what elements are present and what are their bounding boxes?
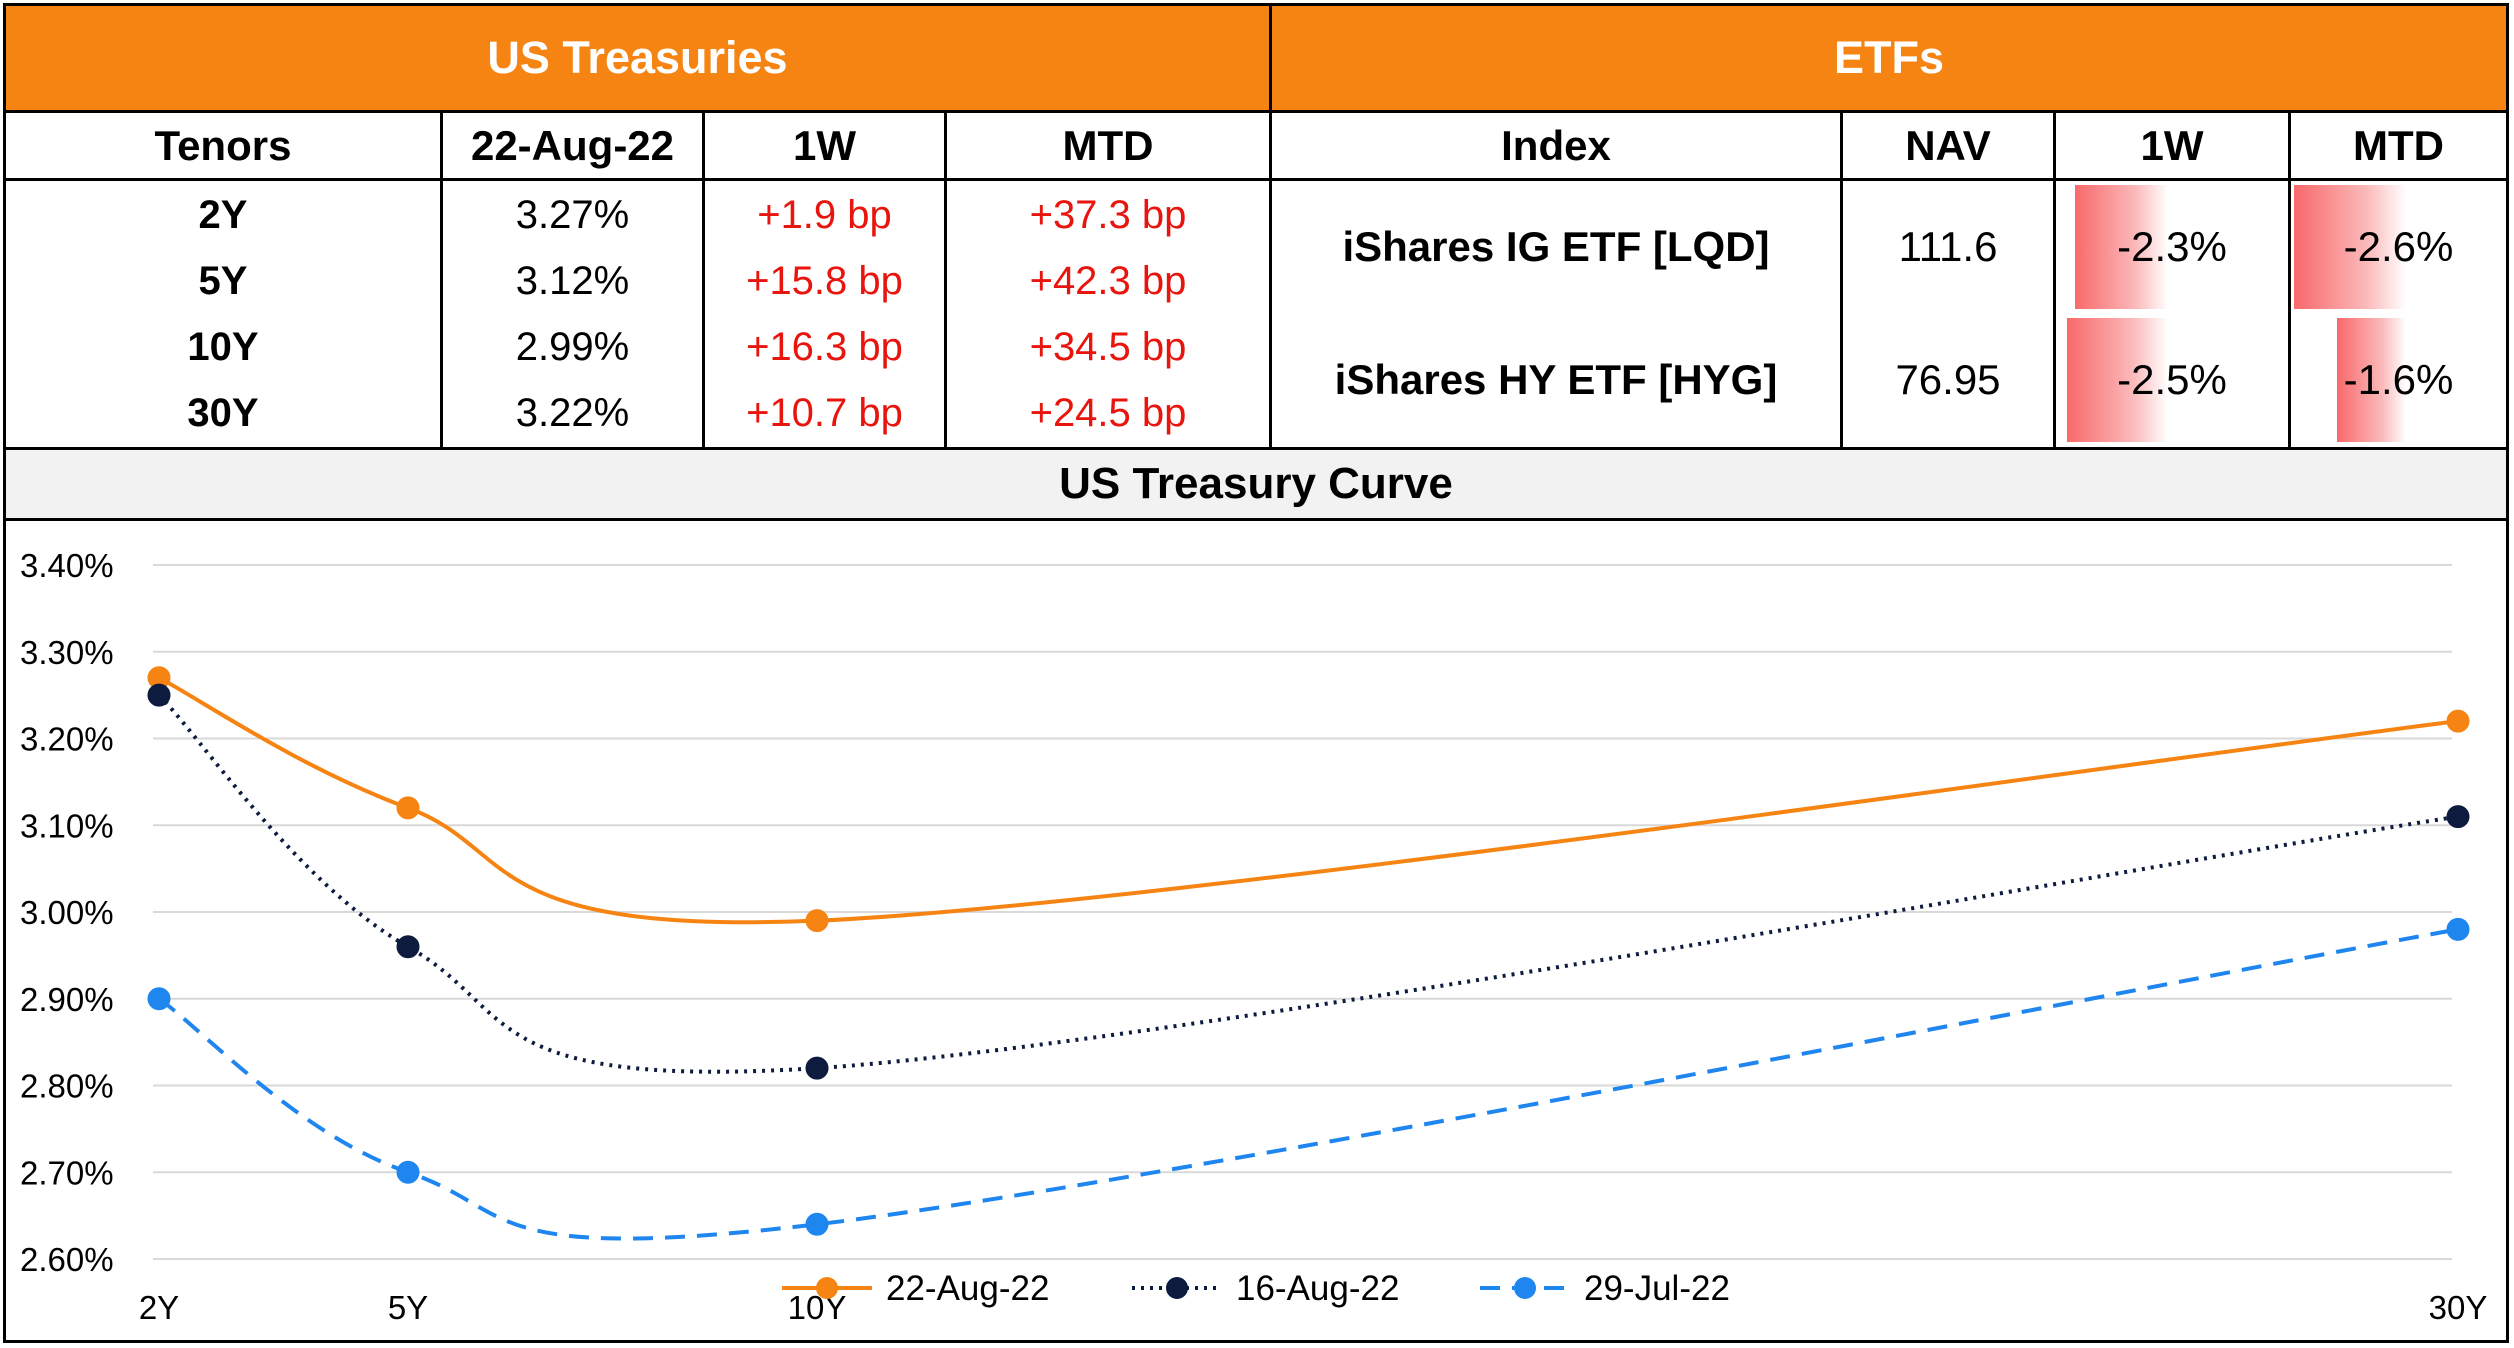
etf-1w-databar — [2075, 185, 2168, 309]
legend-item: 29-Jul-22 — [1480, 1269, 1730, 1308]
x-tick-label: 2Y — [139, 1289, 179, 1326]
data-point — [147, 683, 171, 707]
y-tick-label: 2.70% — [20, 1154, 114, 1191]
data-point — [396, 796, 420, 820]
etf-1w-databar — [2067, 318, 2168, 442]
dashboard-panel: US Treasuries ETFs Tenors 22-Aug-22 1W M… — [3, 3, 2509, 1343]
divider-line — [6, 110, 2506, 113]
etf-nav-cell: 76.95 — [1895, 356, 2001, 403]
y-tick-label: 3.00% — [20, 894, 114, 931]
treasury-curve-chart: 2.60% 2.70% 2.80% 2.90% 3.00% 3.10% 3.20% 3.30%… — [20, 547, 2488, 1326]
etf-index-cell: iShares IG ETF [LQD] — [1342, 223, 1770, 270]
etf-mtd-cell: -2.6% — [2343, 223, 2454, 270]
y-tick-label: 3.30% — [20, 634, 114, 671]
column-divider — [440, 110, 443, 447]
etf-mtd-databar — [2337, 318, 2406, 442]
change-mtd-cell: +37.3 bp — [1029, 192, 1187, 237]
yield-cell: 3.27% — [515, 192, 630, 237]
col-header-1w: 1W — [793, 121, 856, 169]
chart-title: US Treasury Curve — [6, 450, 2506, 518]
tenor-cell: 2Y — [198, 192, 248, 237]
series-16-Aug-22 — [147, 683, 2470, 1080]
etf-1w-cell: -2.5% — [2117, 356, 2227, 403]
change-1w-cell: +15.8 bp — [746, 258, 903, 303]
series-line — [157, 693, 2459, 1074]
etf-mtd-cell: -1.6% — [2343, 356, 2454, 403]
col-header-index: Index — [1501, 121, 1611, 169]
divider-line — [6, 447, 2506, 450]
divider-line — [6, 518, 2506, 521]
divider-line — [6, 178, 2506, 181]
change-1w-cell: +10.7 bp — [746, 390, 903, 435]
legend-marker — [816, 1277, 838, 1299]
col-header-etf-1w: 1W — [2140, 121, 2204, 169]
legend-marker — [1514, 1277, 1536, 1299]
col-header-tenors: Tenors — [154, 121, 292, 169]
y-tick-label: 2.80% — [20, 1068, 114, 1105]
change-mtd-cell: +24.5 bp — [1029, 390, 1187, 435]
etf-1w-cell: -2.3% — [2117, 223, 2227, 270]
column-divider — [702, 110, 705, 447]
tenor-cell: 5Y — [198, 258, 248, 303]
data-point — [2446, 805, 2470, 829]
col-header-mtd: MTD — [1062, 121, 1154, 169]
y-tick-label: 2.60% — [20, 1241, 114, 1278]
col-header-date: 22-Aug-22 — [470, 121, 675, 169]
etfs-header: ETFs — [1272, 6, 2506, 110]
legend-label: 16-Aug-22 — [1236, 1269, 1399, 1308]
legend-label: 22-Aug-22 — [886, 1269, 1049, 1308]
yield-cell: 3.22% — [515, 390, 630, 435]
data-point — [2446, 709, 2470, 733]
x-tick-label: 10Y — [788, 1289, 847, 1326]
yield-cell: 3.12% — [515, 258, 630, 303]
etf-index-cell: iShares HY ETF [HYG] — [1334, 356, 1778, 403]
series-line — [158, 676, 2459, 925]
etf-mtd-databar — [2294, 185, 2406, 309]
change-1w-cell: +1.9 bp — [757, 192, 892, 237]
section-divider — [1269, 6, 1272, 447]
change-mtd-cell: +42.3 bp — [1029, 258, 1187, 303]
x-tick-label: 5Y — [388, 1289, 428, 1326]
column-divider — [1840, 110, 1843, 447]
yield-cell: 2.99% — [515, 324, 630, 369]
y-tick-label: 2.90% — [20, 981, 114, 1018]
x-tick-label: 30Y — [2429, 1289, 2488, 1326]
series-22-Aug-22 — [147, 666, 2470, 933]
change-1w-cell: +16.3 bp — [746, 324, 903, 369]
series-line — [157, 927, 2459, 1241]
data-point — [805, 909, 829, 933]
etf-nav-cell: 111.6 — [1898, 223, 1998, 270]
y-tick-label: 3.40% — [20, 547, 114, 584]
data-point — [805, 1056, 829, 1080]
legend-label: 29-Jul-22 — [1584, 1269, 1730, 1308]
col-header-nav: NAV — [1905, 121, 1991, 169]
series-29-Jul-22 — [147, 917, 2470, 1241]
y-tick-label: 3.10% — [20, 807, 114, 844]
y-tick-label: 3.20% — [20, 721, 114, 758]
column-divider — [944, 110, 947, 447]
legend-item: 16-Aug-22 — [1132, 1269, 1399, 1308]
tenor-cell: 30Y — [187, 390, 259, 435]
tenor-cell: 10Y — [187, 324, 259, 369]
data-point — [2446, 917, 2470, 941]
data-point — [147, 987, 171, 1011]
column-divider — [2288, 110, 2291, 447]
data-point — [396, 935, 420, 959]
us-treasuries-header: US Treasuries — [6, 6, 1269, 110]
data-point — [396, 1160, 420, 1184]
legend-marker — [1166, 1277, 1188, 1299]
col-header-etf-mtd: MTD — [2353, 121, 2444, 169]
data-point — [805, 1212, 829, 1236]
change-mtd-cell: +34.5 bp — [1029, 324, 1187, 369]
legend-item: 22-Aug-22 — [782, 1269, 1049, 1308]
column-divider — [2053, 110, 2056, 447]
